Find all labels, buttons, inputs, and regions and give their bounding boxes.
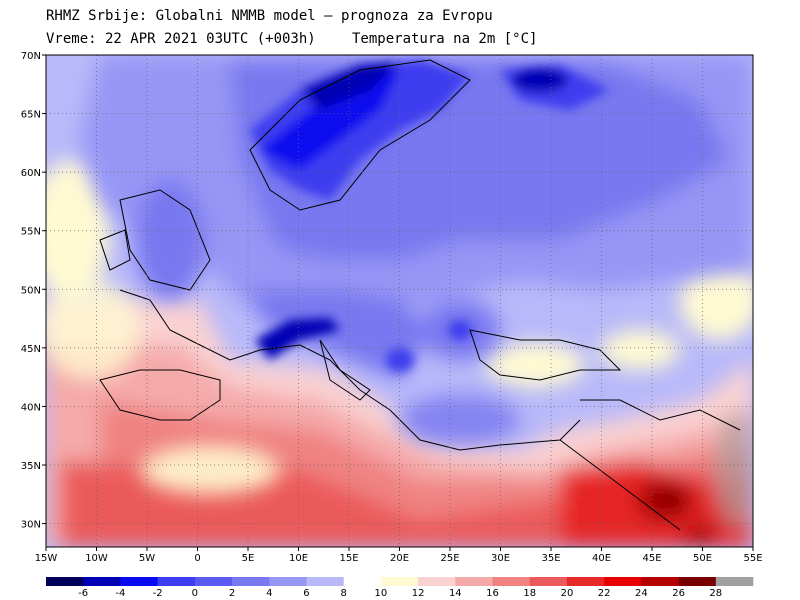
colorbar-swatch-6 xyxy=(269,577,307,586)
colorbar-label-16: 26 xyxy=(672,588,685,599)
map-title: RHMZ Srbije: Globalni NMMB model — progn… xyxy=(46,8,493,24)
lon-label-6: 15E xyxy=(339,553,358,564)
lon-label-14: 55E xyxy=(743,553,762,564)
lon-label-8: 25E xyxy=(440,553,459,564)
map-axes: 15W 10W 5W 0 5E 10E 15E 20E 25E 30E 35E 40E 45E 50E 55… xyxy=(21,51,763,564)
parameter-label: Temperatura na 2m [°C] xyxy=(352,31,538,47)
lat-label-3: 55N xyxy=(21,227,41,238)
lon-label-13: 50E xyxy=(693,553,712,564)
lon-label-11: 40E xyxy=(592,553,611,564)
colorbar-label-11: 16 xyxy=(486,588,499,599)
colorbar-swatch-0 xyxy=(46,577,84,586)
lon-label-10: 35E xyxy=(541,553,560,564)
colorbar-label-1: -4 xyxy=(115,588,125,599)
lon-label-2: 5W xyxy=(139,553,155,564)
lat-label-8: 30N xyxy=(21,520,41,531)
colorbar-label-6: 6 xyxy=(303,588,309,599)
colorbar-label-14: 22 xyxy=(598,588,611,599)
lon-label-0: 15W xyxy=(35,553,58,564)
colorbar-label-15: 24 xyxy=(635,588,648,599)
colorbar-label-5: 4 xyxy=(266,588,272,599)
color-legend: -6 -4 -2 0 2 4 6 8 10 12 14 16 18 20 22 24 26 28 xyxy=(46,577,754,599)
lon-label-9: 30E xyxy=(491,553,510,564)
colorbar-swatch-8 xyxy=(343,577,382,586)
lat-label-2: 60N xyxy=(21,168,41,179)
coastlines xyxy=(99,59,741,531)
lon-label-4: 5E xyxy=(242,553,255,564)
colorbar-swatch-10 xyxy=(418,577,456,586)
lon-label-12: 45E xyxy=(642,553,661,564)
colorbar-label-4: 2 xyxy=(229,588,235,599)
colorbar-swatch-5 xyxy=(232,577,270,586)
lon-label-1: 10W xyxy=(85,553,108,564)
colorbar-swatch-17 xyxy=(678,577,717,586)
colorbar-label-10: 14 xyxy=(449,588,462,599)
colorbar-swatch-7 xyxy=(306,577,344,586)
lat-label-0: 70N xyxy=(21,51,41,62)
colorbar-swatch-15 xyxy=(604,577,642,586)
colorbar-swatch-18 xyxy=(715,577,754,586)
colorbar-swatch-12 xyxy=(492,577,531,586)
colorbar-label-9: 12 xyxy=(412,588,425,599)
colorbar-label-17: 28 xyxy=(709,588,722,599)
temperature-field xyxy=(46,55,753,547)
lat-label-4: 50N xyxy=(21,285,41,296)
colorbar-swatch-11 xyxy=(455,577,493,586)
colorbar-label-8: 10 xyxy=(375,588,388,599)
colorbar-swatch-4 xyxy=(194,577,233,586)
lon-label-5: 10E xyxy=(289,553,308,564)
colorbar-swatch-3 xyxy=(157,577,196,586)
colorbar-swatch-14 xyxy=(566,577,605,586)
colorbar-label-7: 8 xyxy=(340,588,346,599)
colorbar-swatch-9 xyxy=(380,577,419,586)
lat-label-5: 45N xyxy=(21,344,41,355)
lat-label-7: 35N xyxy=(21,461,41,472)
colorbar-label-13: 20 xyxy=(561,588,574,599)
colorbar-swatch-2 xyxy=(120,577,158,586)
colorbar-swatch-13 xyxy=(529,577,568,586)
lon-label-3: 0 xyxy=(194,553,200,564)
lon-label-7: 20E xyxy=(390,553,409,564)
colorbar-label-2: -2 xyxy=(153,588,163,599)
colorbar-swatch-16 xyxy=(641,577,679,586)
lat-label-6: 40N xyxy=(21,402,41,413)
forecast-time: Vreme: 22 APR 2021 03UTC (+003h) xyxy=(46,31,316,47)
colorbar-label-3: 0 xyxy=(192,588,198,599)
colorbar-label-12: 18 xyxy=(523,588,536,599)
colorbar-swatch-1 xyxy=(83,577,121,586)
colorbar-label-0: -6 xyxy=(78,588,88,599)
lat-label-1: 65N xyxy=(21,110,41,121)
